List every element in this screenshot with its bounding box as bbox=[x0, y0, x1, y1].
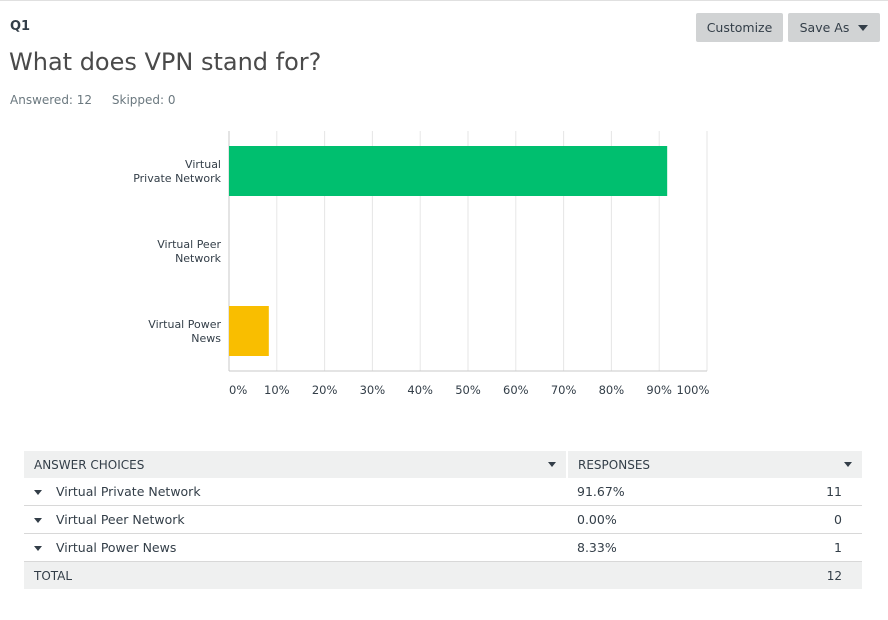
total-label: TOTAL bbox=[24, 561, 743, 589]
response-count: 0 bbox=[742, 505, 862, 534]
answer-choice-label: Virtual Peer Network bbox=[56, 512, 185, 527]
x-tick-label: 20% bbox=[312, 383, 338, 397]
table-row: Virtual Private Network 91.67% 11 bbox=[24, 478, 862, 506]
results-table: ANSWER CHOICES RESPONSES Virtual Private… bbox=[24, 451, 862, 589]
customize-button-label: Customize bbox=[706, 20, 773, 35]
table-row: Virtual Power News 8.33% 1 bbox=[24, 533, 862, 562]
table-row: Virtual Peer Network 0.00% 0 bbox=[24, 505, 862, 534]
category-label: Virtual Power News bbox=[148, 318, 221, 345]
total-row: TOTAL 12 bbox=[24, 561, 862, 589]
response-percent: 8.33% bbox=[567, 533, 743, 562]
save-as-button-label: Save As bbox=[799, 20, 850, 35]
bar bbox=[229, 146, 668, 196]
question-title: What does VPN stand for? bbox=[9, 48, 322, 76]
bar-chart: 0% 10% 20% 30% 40% 50% 60% 70% 80% 90% 100% Virtual… bbox=[133, 131, 710, 397]
x-tick-label: 90% bbox=[646, 383, 672, 397]
answer-choice-cell: Virtual Power News bbox=[24, 533, 567, 562]
bar bbox=[229, 306, 269, 356]
x-tick-label: 30% bbox=[360, 383, 386, 397]
answer-choice-cell: Virtual Private Network bbox=[24, 478, 567, 506]
caret-down-icon bbox=[858, 24, 869, 31]
answer-choices-header[interactable]: ANSWER CHOICES bbox=[24, 451, 568, 478]
total-count: 12 bbox=[742, 561, 862, 589]
answer-choice-label: Virtual Private Network bbox=[56, 484, 201, 499]
top-divider bbox=[0, 0, 888, 1]
x-tick-label: 100% bbox=[677, 383, 710, 397]
x-tick-label: 0% bbox=[229, 383, 247, 397]
save-as-button[interactable]: Save As bbox=[788, 13, 880, 42]
answer-choice-cell: Virtual Peer Network bbox=[24, 505, 567, 534]
x-tick-label: 40% bbox=[407, 383, 433, 397]
x-tick-label: 80% bbox=[599, 383, 625, 397]
x-tick-label: 70% bbox=[551, 383, 577, 397]
x-tick-label: 10% bbox=[264, 383, 290, 397]
sort-caret-icon bbox=[548, 462, 556, 467]
response-count: 11 bbox=[742, 478, 862, 506]
expand-caret-icon[interactable] bbox=[34, 545, 42, 551]
x-tick-label: 50% bbox=[455, 383, 481, 397]
responses-header[interactable]: RESPONSES bbox=[567, 451, 862, 478]
answer-choice-label: Virtual Power News bbox=[56, 540, 177, 555]
response-percent: 91.67% bbox=[567, 478, 743, 506]
answer-choices-header-label: ANSWER CHOICES bbox=[34, 457, 145, 472]
response-percent: 0.00% bbox=[567, 505, 743, 534]
responses-header-label: RESPONSES bbox=[578, 457, 651, 472]
skipped-count: Skipped: 0 bbox=[111, 93, 176, 107]
sort-caret-icon bbox=[844, 462, 852, 467]
expand-caret-icon[interactable] bbox=[34, 517, 42, 523]
category-label: Virtual Private Network bbox=[133, 158, 221, 185]
x-tick-label: 60% bbox=[503, 383, 529, 397]
response-count: 1 bbox=[742, 533, 862, 562]
question-number: Q1 bbox=[10, 19, 31, 34]
answered-count: Answered: 12 bbox=[10, 93, 93, 107]
category-label: Virtual Peer Network bbox=[157, 238, 221, 265]
response-summary: Answered: 12 Skipped: 0 bbox=[10, 93, 192, 107]
customize-button[interactable]: Customize bbox=[696, 13, 783, 42]
expand-caret-icon[interactable] bbox=[34, 489, 42, 495]
